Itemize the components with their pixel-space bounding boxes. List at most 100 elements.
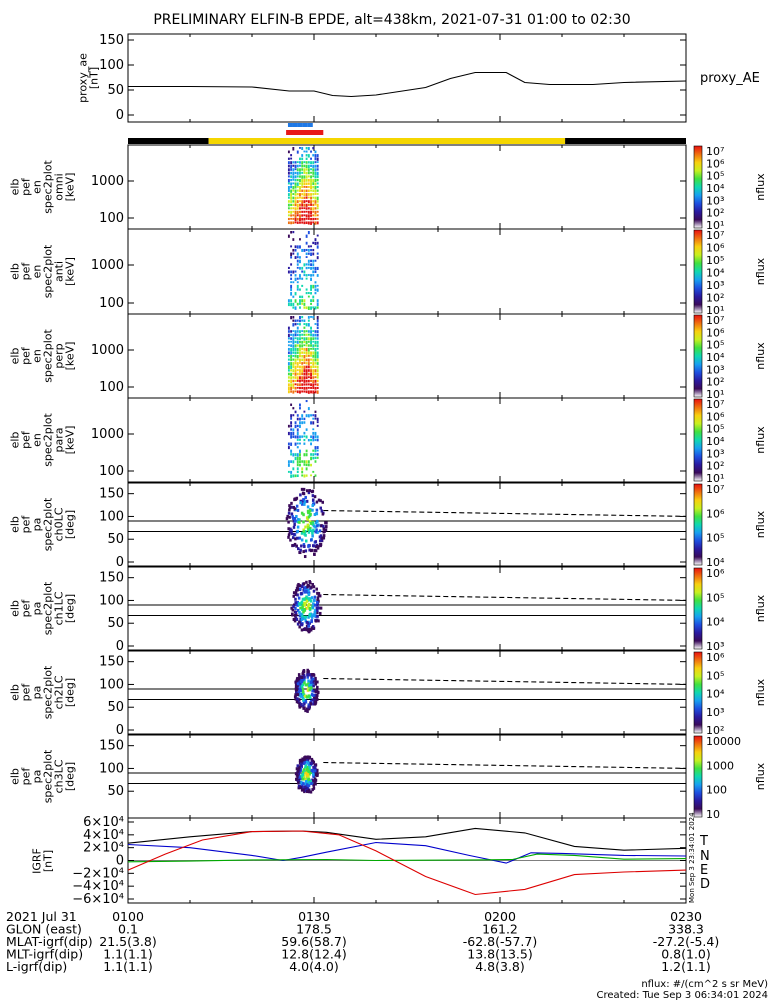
pitch-angle-pixel bbox=[289, 527, 292, 531]
spectrogram-pixel bbox=[305, 147, 308, 150]
spectrogram-pixel bbox=[305, 182, 308, 186]
spectrogram-pixel bbox=[314, 189, 317, 193]
spectrogram-pixel bbox=[312, 376, 315, 379]
spectrogram-pixel bbox=[299, 386, 301, 390]
spectrogram-pixel bbox=[312, 337, 315, 340]
spectrogram-pixel bbox=[290, 252, 293, 257]
spectrogram-pixel bbox=[294, 270, 297, 273]
en-anti-axis-label-line: [keV] bbox=[64, 257, 77, 286]
pitch-angle-pixel bbox=[309, 526, 312, 530]
spectrogram-pixel bbox=[316, 319, 319, 323]
spectrogram-pixel bbox=[312, 171, 315, 175]
pitch-angle-pixel bbox=[292, 519, 296, 523]
spectrogram-pixel bbox=[292, 369, 295, 373]
spectrogram-pixel bbox=[314, 435, 317, 439]
spectrogram-pixel bbox=[312, 372, 315, 376]
spectrogram-pixel bbox=[316, 196, 319, 201]
pitch-angle-pixel bbox=[294, 695, 297, 699]
spectrogram-pixel bbox=[292, 330, 295, 332]
ephemeris-value: 338.3 bbox=[668, 922, 704, 937]
spectrogram-pixel bbox=[299, 302, 301, 305]
pitch-angle-pixel bbox=[297, 772, 301, 776]
pa-ch3-ytick-label: 50 bbox=[107, 784, 124, 799]
spectrogram-pixel bbox=[303, 337, 306, 341]
pitch-angle-pixel bbox=[317, 606, 321, 610]
pitch-angle-pixel bbox=[316, 524, 319, 528]
spectrogram-pixel bbox=[287, 372, 290, 376]
spectrogram-pixel bbox=[305, 186, 308, 188]
spectrogram-pixel bbox=[290, 470, 293, 474]
spectrogram-pixel bbox=[310, 414, 312, 417]
pitch-angle-pixel bbox=[293, 516, 297, 520]
spectrogram-pixel bbox=[296, 245, 299, 249]
spectrogram-pixel bbox=[290, 277, 293, 280]
pitch-angle-pixel bbox=[314, 782, 317, 786]
spectrogram-pixel bbox=[316, 175, 319, 179]
spectrogram-pixel bbox=[292, 474, 295, 478]
spectrogram-pixel bbox=[307, 330, 310, 333]
spectrogram-pixel bbox=[312, 241, 315, 245]
pitch-angle-pixel bbox=[294, 597, 297, 601]
spectrogram-pixel bbox=[303, 164, 306, 168]
en-para-axis-label-line: [keV] bbox=[64, 426, 77, 455]
pitch-angle-pixel bbox=[311, 615, 314, 619]
spectrogram-pixel bbox=[305, 234, 308, 238]
pitch-angle-pixel bbox=[301, 672, 304, 676]
igrf-ytick-label: −4×10⁴ bbox=[72, 879, 124, 894]
spectrogram-pixel bbox=[303, 217, 306, 221]
pa-ch1-axis-label-line: ch1LC bbox=[53, 591, 66, 625]
pa-ch3-colorbar-label: nflux bbox=[754, 762, 767, 790]
spectrogram-pixel bbox=[299, 390, 301, 394]
spectrogram-pixel bbox=[307, 175, 310, 178]
spectrogram-pixel bbox=[307, 390, 310, 394]
spectrogram-pixel bbox=[296, 460, 299, 464]
en-perp-axis-label-line: perp bbox=[53, 343, 66, 368]
pitch-angle-pixel bbox=[313, 552, 316, 556]
spectrogram-pixel bbox=[292, 333, 295, 337]
pitch-angle-pixel bbox=[293, 617, 297, 621]
en-perp-axis-label-line: spec2plot bbox=[42, 329, 55, 383]
spectrogram-pixel bbox=[314, 372, 317, 376]
spectrogram-pixel bbox=[314, 446, 317, 450]
spectrogram-pixel bbox=[290, 421, 293, 425]
pitch-angle-pixel bbox=[311, 534, 314, 538]
en-omni-colorbar-tick: 10² bbox=[706, 207, 724, 220]
spectrogram-pixel bbox=[292, 221, 295, 224]
spectrogram-pixel bbox=[312, 178, 315, 183]
science-zone-dash bbox=[302, 123, 308, 127]
pitch-angle-pixel bbox=[306, 670, 309, 674]
spectrogram-pixel bbox=[303, 186, 306, 188]
spectrogram-pixel bbox=[310, 193, 312, 196]
spectrogram-pixel bbox=[301, 460, 304, 463]
spectrogram-pixel bbox=[307, 259, 310, 263]
spectrogram-pixel bbox=[314, 171, 317, 176]
pa-ch3-ytick-label: 150 bbox=[99, 739, 124, 754]
spectrogram-pixel bbox=[312, 154, 315, 157]
spectrogram-pixel bbox=[301, 157, 304, 161]
spectrogram-pixel bbox=[290, 453, 293, 456]
pitch-angle-pixel bbox=[292, 505, 295, 509]
pitch-angle-pixel bbox=[322, 524, 325, 528]
spectrogram-pixel bbox=[299, 196, 301, 199]
pitch-angle-pixel bbox=[302, 615, 305, 619]
spectrogram-pixel bbox=[290, 369, 293, 372]
pitch-angle-pixel bbox=[300, 676, 304, 680]
spectrogram-pixel bbox=[296, 323, 299, 325]
pa-ch1-ytick-label: 50 bbox=[107, 616, 124, 631]
spectrogram-pixel bbox=[314, 217, 317, 220]
spectrogram-pixel bbox=[299, 421, 301, 425]
proxy-ae-ytick-label: 0 bbox=[116, 108, 124, 123]
pa-ch2-ytick-label: 50 bbox=[107, 700, 124, 715]
pitch-angle-pixel bbox=[304, 778, 307, 782]
spectrogram-pixel bbox=[314, 323, 317, 325]
pa-ch1-axis-label-line: elb bbox=[9, 600, 22, 617]
pitch-angle-pixel bbox=[324, 521, 327, 525]
pitch-angle-pixel bbox=[296, 529, 300, 533]
spectrogram-pixel bbox=[314, 238, 317, 242]
ephemeris-value: 4.8(3.8) bbox=[475, 959, 525, 974]
pitch-angle-pixel bbox=[311, 772, 315, 776]
spectrogram-pixel bbox=[303, 351, 306, 354]
spectrogram-pixel bbox=[314, 241, 317, 246]
pitch-angle-pixel bbox=[307, 775, 310, 779]
spectrogram-pixel bbox=[312, 196, 315, 199]
